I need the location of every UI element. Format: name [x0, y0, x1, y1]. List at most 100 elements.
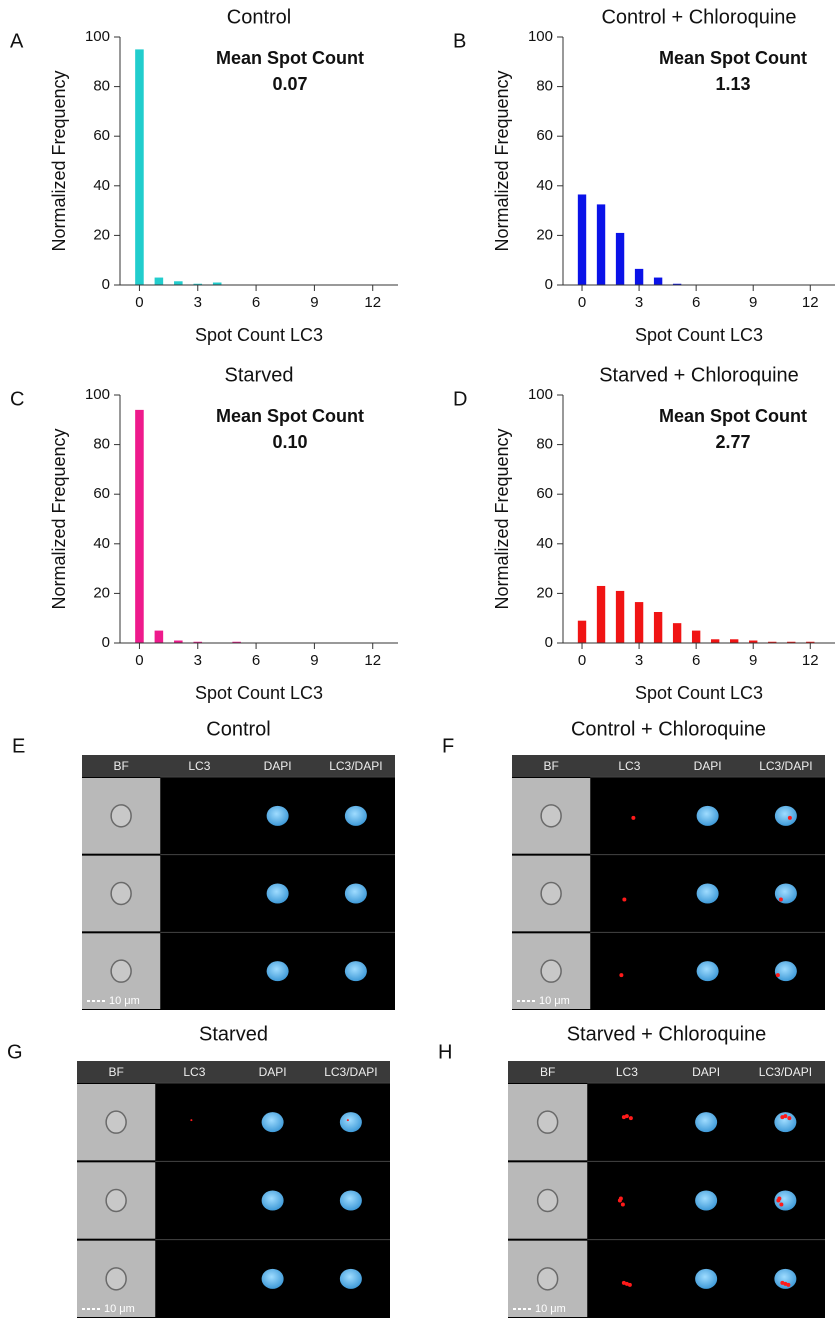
channel-label: BF	[540, 1065, 555, 1079]
y-tick-label: 60	[93, 127, 110, 144]
x-tick-label: 12	[364, 294, 381, 311]
bf-cell	[110, 881, 132, 906]
annotation: Mean Spot Count	[659, 406, 807, 426]
x-tick-label: 0	[135, 652, 143, 669]
lc3-spot	[622, 897, 627, 902]
nucleus	[344, 961, 367, 982]
x-tick-label: 9	[749, 294, 757, 311]
y-axis-label: Normalized Frequency	[492, 70, 512, 251]
bf-cell	[536, 1188, 559, 1213]
chart-title: Control + Chloroquine	[601, 6, 796, 28]
y-tick-label: 0	[545, 634, 553, 651]
lc3-spot	[775, 973, 780, 978]
bar	[154, 277, 164, 285]
bar	[212, 282, 222, 285]
bar	[232, 641, 241, 643]
panel-title: Control	[206, 718, 270, 740]
y-tick-label: 20	[536, 584, 553, 601]
nucleus	[695, 1112, 718, 1133]
bar	[193, 641, 203, 643]
panel-letter: A	[10, 30, 24, 52]
x-tick-label: 6	[252, 652, 260, 669]
y-tick-label: 100	[85, 386, 110, 403]
panel-title: Control + Chloroquine	[571, 718, 766, 740]
bar	[634, 268, 644, 285]
panel-letter: H	[438, 1041, 452, 1063]
annotation: Mean Spot Count	[216, 406, 364, 426]
chart-title: Control	[227, 6, 291, 28]
y-tick-label: 60	[93, 485, 110, 502]
panel-letter: G	[7, 1041, 23, 1063]
chart-title: Starved + Chloroquine	[599, 364, 799, 386]
bf-cell	[110, 959, 132, 983]
annotation: 0.07	[272, 74, 307, 94]
lc3-spot	[787, 1116, 792, 1121]
y-tick-label: 100	[528, 28, 553, 45]
lc3-spot	[620, 1202, 625, 1207]
y-axis-label: Normalized Frequency	[492, 428, 512, 609]
channel-label: DAPI	[694, 759, 722, 773]
lc3-spot	[776, 1198, 781, 1203]
panel-title: Starved	[199, 1023, 268, 1045]
panel-letter: E	[12, 735, 25, 757]
nucleus	[266, 883, 289, 904]
x-tick-label: 12	[802, 652, 819, 669]
x-tick-label: 12	[802, 294, 819, 311]
channel-label: BF	[113, 759, 128, 773]
bf-cell	[536, 1110, 559, 1134]
channel-label: BF	[108, 1065, 123, 1079]
header-bar	[508, 1061, 825, 1083]
y-tick-label: 100	[528, 386, 553, 403]
panel-title: Starved + Chloroquine	[567, 1023, 767, 1045]
annotation: 2.77	[715, 432, 750, 452]
bf-cell	[105, 1110, 127, 1134]
annotation: 0.10	[272, 432, 307, 452]
x-tick-label: 6	[692, 294, 700, 311]
nucleus	[261, 1112, 284, 1133]
y-tick-label: 40	[536, 535, 553, 552]
bar	[174, 281, 183, 285]
lc3-spot	[780, 1115, 785, 1120]
channel-label: LC3	[183, 1065, 205, 1079]
scale-label: 10 μm	[535, 1303, 566, 1315]
x-axis-label: Spot Count LC3	[195, 325, 323, 345]
channel-label: LC3	[188, 759, 210, 773]
nucleus	[339, 1268, 362, 1289]
header-bar	[77, 1061, 390, 1083]
x-tick-label: 6	[252, 294, 260, 311]
nucleus	[339, 1112, 362, 1133]
bar	[672, 623, 682, 643]
lc3-spot	[628, 1116, 633, 1121]
channel-label: BF	[543, 759, 558, 773]
bf-cell	[540, 881, 562, 906]
bar	[193, 283, 203, 285]
y-tick-label: 0	[102, 276, 110, 293]
channel-label: LC3/DAPI	[329, 759, 382, 773]
header-bar	[82, 755, 395, 777]
lc3-spot	[617, 1198, 622, 1203]
lc3-spot	[779, 1202, 784, 1207]
y-tick-label: 20	[93, 584, 110, 601]
y-tick-label: 100	[85, 28, 110, 45]
bar	[596, 585, 606, 643]
lc3-spot	[619, 973, 624, 978]
y-tick-label: 60	[536, 127, 553, 144]
lc3-spot	[783, 1281, 788, 1286]
nucleus	[344, 805, 367, 826]
bf-cell	[105, 1267, 127, 1291]
lc3-spot	[778, 897, 783, 902]
chart-title: Starved	[225, 364, 294, 386]
channel-label: DAPI	[259, 1065, 287, 1079]
bar	[691, 630, 701, 643]
nucleus	[261, 1190, 284, 1211]
bf-cell	[536, 1267, 559, 1291]
bar	[672, 283, 682, 285]
nucleus	[774, 961, 797, 982]
bf-cell	[540, 804, 562, 828]
y-tick-label: 20	[93, 226, 110, 243]
nucleus	[696, 883, 719, 904]
y-tick-label: 40	[536, 177, 553, 194]
x-tick-label: 0	[578, 294, 586, 311]
y-tick-label: 80	[93, 78, 110, 95]
bar	[577, 194, 587, 285]
